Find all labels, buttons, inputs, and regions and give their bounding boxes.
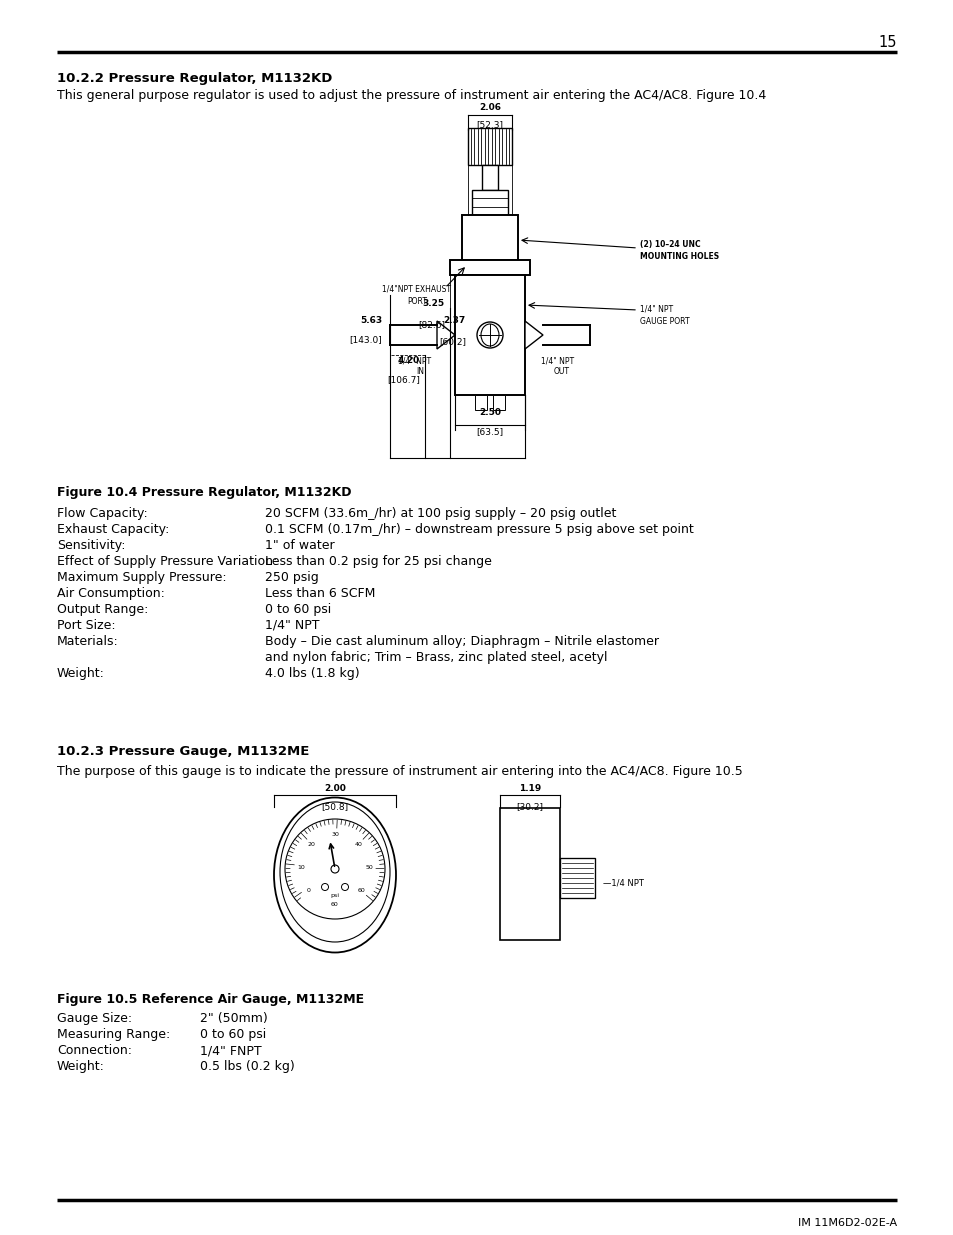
Text: IM 11M6D2-02E-A: IM 11M6D2-02E-A bbox=[797, 1218, 896, 1228]
Bar bbox=[468, 128, 512, 165]
Text: [106.7]: [106.7] bbox=[387, 375, 419, 384]
Text: [63.5]: [63.5] bbox=[476, 427, 503, 436]
Text: 4.20: 4.20 bbox=[397, 356, 419, 366]
Text: [52.3]: [52.3] bbox=[476, 120, 503, 128]
Circle shape bbox=[321, 883, 328, 890]
Text: 0.1 SCFM (0.17m_/hr) – downstream pressure 5 psig above set point: 0.1 SCFM (0.17m_/hr) – downstream pressu… bbox=[265, 522, 693, 536]
Text: Less than 6 SCFM: Less than 6 SCFM bbox=[265, 587, 375, 600]
Text: 4.0 lbs (1.8 kg): 4.0 lbs (1.8 kg) bbox=[265, 667, 359, 680]
Text: [50.8]: [50.8] bbox=[321, 802, 348, 811]
Bar bbox=[450, 261, 530, 275]
Text: Air Consumption:: Air Consumption: bbox=[57, 587, 165, 600]
Bar bbox=[493, 395, 504, 410]
Text: 20 SCFM (33.6m_/hr) at 100 psig supply – 20 psig outlet: 20 SCFM (33.6m_/hr) at 100 psig supply –… bbox=[265, 508, 616, 520]
Text: 250 psig: 250 psig bbox=[265, 571, 318, 584]
Text: Materials:: Materials: bbox=[57, 635, 118, 648]
Text: 0: 0 bbox=[307, 888, 311, 893]
Text: 5.63: 5.63 bbox=[359, 316, 381, 325]
Text: 1/4" FNPT: 1/4" FNPT bbox=[200, 1044, 261, 1057]
Text: 0 to 60 psi: 0 to 60 psi bbox=[265, 603, 331, 616]
Text: Connection:: Connection: bbox=[57, 1044, 132, 1057]
Polygon shape bbox=[524, 321, 542, 350]
Ellipse shape bbox=[274, 798, 395, 952]
Text: Flow Capacity:: Flow Capacity: bbox=[57, 508, 148, 520]
Bar bbox=[559, 858, 595, 898]
Text: 60: 60 bbox=[356, 888, 365, 893]
Bar bbox=[461, 215, 517, 261]
Text: This general purpose regulator is used to adjust the pressure of instrument air : This general purpose regulator is used t… bbox=[57, 89, 765, 103]
Text: 30: 30 bbox=[331, 832, 338, 837]
Polygon shape bbox=[436, 321, 455, 350]
Text: Weight:: Weight: bbox=[57, 1060, 105, 1073]
Text: Weight:: Weight: bbox=[57, 667, 105, 680]
Text: 1.19: 1.19 bbox=[518, 784, 540, 793]
Text: 2.50: 2.50 bbox=[478, 408, 500, 417]
Text: 2.06: 2.06 bbox=[478, 103, 500, 112]
Bar bbox=[499, 808, 559, 940]
Text: 2" (50mm): 2" (50mm) bbox=[200, 1011, 268, 1025]
Text: Less than 0.2 psig for 25 psi change: Less than 0.2 psig for 25 psi change bbox=[265, 555, 492, 568]
Text: Sensitivity:: Sensitivity: bbox=[57, 538, 126, 552]
Text: [60.2]: [60.2] bbox=[438, 337, 465, 346]
Text: [82.6]: [82.6] bbox=[417, 320, 444, 329]
Text: 1/4" NPT: 1/4" NPT bbox=[541, 357, 574, 366]
Text: [30.2]: [30.2] bbox=[516, 802, 543, 811]
Text: psi: psi bbox=[330, 893, 339, 899]
Circle shape bbox=[341, 883, 348, 890]
Text: and nylon fabric; Trim – Brass, zinc plated steel, acetyl: and nylon fabric; Trim – Brass, zinc pla… bbox=[265, 651, 607, 664]
Text: Port Size:: Port Size: bbox=[57, 619, 115, 632]
Bar bbox=[455, 275, 524, 395]
Text: Gauge Size:: Gauge Size: bbox=[57, 1011, 132, 1025]
Text: 2.37: 2.37 bbox=[443, 316, 465, 325]
Text: 15: 15 bbox=[878, 35, 896, 49]
Text: 3.25: 3.25 bbox=[422, 299, 444, 308]
Text: 10.2.2 Pressure Regulator, M1132KD: 10.2.2 Pressure Regulator, M1132KD bbox=[57, 72, 332, 85]
Text: 0 to 60 psi: 0 to 60 psi bbox=[200, 1028, 266, 1041]
Text: 10.2.3 Pressure Gauge, M1132ME: 10.2.3 Pressure Gauge, M1132ME bbox=[57, 745, 309, 758]
Circle shape bbox=[476, 322, 502, 348]
Text: MOUNTING HOLES: MOUNTING HOLES bbox=[639, 252, 719, 261]
Text: Output Range:: Output Range: bbox=[57, 603, 149, 616]
Text: Exhaust Capacity:: Exhaust Capacity: bbox=[57, 522, 170, 536]
Text: Maximum Supply Pressure:: Maximum Supply Pressure: bbox=[57, 571, 227, 584]
Bar bbox=[481, 165, 497, 190]
Text: —1/4 NPT: —1/4 NPT bbox=[602, 878, 643, 888]
Text: 10: 10 bbox=[297, 864, 305, 869]
Bar bbox=[475, 395, 486, 410]
Circle shape bbox=[331, 864, 338, 873]
Text: [143.0]: [143.0] bbox=[349, 335, 381, 345]
Text: 1/4" NPT: 1/4" NPT bbox=[398, 357, 431, 366]
Text: 60: 60 bbox=[331, 903, 338, 908]
Text: 2.00: 2.00 bbox=[324, 784, 346, 793]
Text: OUT: OUT bbox=[554, 367, 569, 375]
Text: GAUGE PORT: GAUGE PORT bbox=[639, 317, 689, 326]
Text: 0.5 lbs (0.2 kg): 0.5 lbs (0.2 kg) bbox=[200, 1060, 294, 1073]
Text: 1" of water: 1" of water bbox=[265, 538, 335, 552]
Text: Figure 10.5 Reference Air Gauge, M1132ME: Figure 10.5 Reference Air Gauge, M1132ME bbox=[57, 993, 364, 1007]
Text: 20: 20 bbox=[308, 842, 315, 847]
Text: IN: IN bbox=[416, 367, 423, 375]
Bar bbox=[472, 190, 507, 215]
Ellipse shape bbox=[280, 802, 390, 942]
Text: 40: 40 bbox=[354, 842, 362, 847]
Text: Figure 10.4 Pressure Regulator, M1132KD: Figure 10.4 Pressure Regulator, M1132KD bbox=[57, 487, 351, 499]
Text: PORT: PORT bbox=[407, 296, 427, 306]
Text: 50: 50 bbox=[365, 864, 373, 869]
Text: Measuring Range:: Measuring Range: bbox=[57, 1028, 170, 1041]
Text: 1/4" NPT: 1/4" NPT bbox=[639, 305, 673, 314]
Text: (2) 10–24 UNC: (2) 10–24 UNC bbox=[639, 240, 700, 249]
Text: 1/4" NPT: 1/4" NPT bbox=[265, 619, 319, 632]
Text: Effect of Supply Pressure Variation:: Effect of Supply Pressure Variation: bbox=[57, 555, 277, 568]
Text: 1/4"NPT EXHAUST: 1/4"NPT EXHAUST bbox=[382, 285, 451, 294]
Text: The purpose of this gauge is to indicate the pressure of instrument air entering: The purpose of this gauge is to indicate… bbox=[57, 764, 742, 778]
Circle shape bbox=[285, 819, 385, 919]
Text: Body – Die cast aluminum alloy; Diaphragm – Nitrile elastomer: Body – Die cast aluminum alloy; Diaphrag… bbox=[265, 635, 659, 648]
